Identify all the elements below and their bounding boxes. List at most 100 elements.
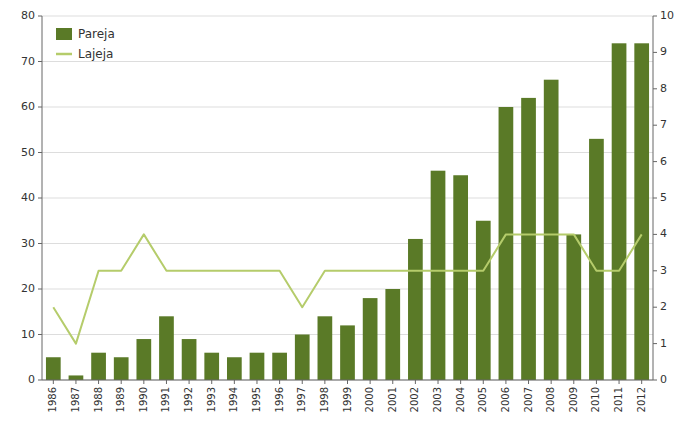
y2-tick bbox=[653, 343, 657, 344]
x-tick bbox=[98, 380, 99, 384]
x-tick bbox=[415, 380, 416, 384]
y2-tick-label: 4 bbox=[660, 227, 667, 240]
bar bbox=[46, 357, 61, 380]
x-tick-label: 1993 bbox=[206, 387, 217, 412]
y-tick bbox=[38, 107, 42, 108]
y2-tick-label: 6 bbox=[660, 155, 667, 168]
y2-tick bbox=[653, 307, 657, 308]
bar bbox=[318, 316, 333, 380]
y-tick-label: 80 bbox=[21, 9, 35, 22]
x-tick bbox=[392, 380, 393, 384]
bar bbox=[295, 335, 310, 381]
y-tick-label: 50 bbox=[21, 146, 35, 159]
y2-tick bbox=[653, 234, 657, 235]
x-tick-label: 2003 bbox=[432, 387, 443, 412]
x-tick-label: 2004 bbox=[455, 387, 466, 412]
y-tick-label: 70 bbox=[21, 55, 35, 68]
y-tick-label: 30 bbox=[21, 237, 35, 250]
x-tick-label: 1998 bbox=[319, 387, 330, 412]
grid-line bbox=[42, 198, 653, 199]
x-tick-label: 1995 bbox=[251, 387, 262, 412]
y2-tick bbox=[653, 16, 657, 17]
grid-line bbox=[42, 107, 653, 108]
x-tick-label: 1996 bbox=[274, 387, 285, 412]
legend-label: Pareja bbox=[78, 27, 115, 41]
x-tick-label: 1999 bbox=[342, 387, 353, 412]
bar bbox=[182, 339, 197, 380]
x-tick bbox=[483, 380, 484, 384]
x-tick bbox=[551, 380, 552, 384]
x-tick bbox=[166, 380, 167, 384]
x-tick bbox=[53, 380, 54, 384]
bar bbox=[431, 171, 446, 380]
y2-tick-label: 2 bbox=[660, 300, 667, 313]
chart: 0102030405060708001234567891019861987198… bbox=[0, 0, 689, 428]
x-tick-label: 2001 bbox=[387, 387, 398, 412]
x-tick bbox=[121, 380, 122, 384]
x-tick bbox=[256, 380, 257, 384]
x-tick-label: 2000 bbox=[364, 387, 375, 412]
marks bbox=[46, 43, 649, 380]
grid-line bbox=[42, 289, 653, 290]
bar bbox=[204, 353, 219, 380]
y-tick bbox=[38, 61, 42, 62]
y-tick bbox=[38, 380, 42, 381]
x-tick bbox=[505, 380, 506, 384]
y2-tick-label: 8 bbox=[660, 82, 667, 95]
x-tick bbox=[438, 380, 439, 384]
grid-line bbox=[42, 16, 653, 17]
x-tick-label: 2009 bbox=[568, 387, 579, 412]
x-tick bbox=[347, 380, 348, 384]
x-tick-label: 2012 bbox=[636, 387, 647, 412]
grid bbox=[42, 16, 653, 380]
x-tick bbox=[460, 380, 461, 384]
grid-line bbox=[42, 61, 653, 62]
y2-tick bbox=[653, 52, 657, 53]
x-tick bbox=[211, 380, 212, 384]
x-tick bbox=[302, 380, 303, 384]
x-tick-label: 1988 bbox=[93, 387, 104, 412]
x-tick bbox=[619, 380, 620, 384]
x-tick-label: 1987 bbox=[70, 387, 81, 412]
bar bbox=[476, 221, 491, 380]
x-tick bbox=[143, 380, 144, 384]
x-tick-label: 1986 bbox=[47, 387, 58, 412]
x-tick-label: 2008 bbox=[545, 387, 556, 412]
y-tick-label: 20 bbox=[21, 282, 35, 295]
legend-swatch bbox=[56, 53, 72, 56]
x-tick bbox=[528, 380, 529, 384]
bar bbox=[634, 43, 649, 380]
y2-tick bbox=[653, 88, 657, 89]
x-tick bbox=[279, 380, 280, 384]
bar bbox=[521, 98, 536, 380]
y-tick-label: 10 bbox=[21, 328, 35, 341]
y-tick bbox=[38, 334, 42, 335]
y2-tick-label: 5 bbox=[660, 191, 667, 204]
bar bbox=[612, 43, 627, 380]
grid-line bbox=[42, 243, 653, 244]
x-tick bbox=[234, 380, 235, 384]
x-tick-label: 2011 bbox=[613, 387, 624, 412]
bar bbox=[544, 80, 559, 380]
bar bbox=[69, 375, 84, 380]
y2-tick bbox=[653, 380, 657, 381]
line bbox=[53, 234, 641, 343]
x-tick bbox=[75, 380, 76, 384]
x-tick-label: 2010 bbox=[590, 387, 601, 412]
y2-tick bbox=[653, 270, 657, 271]
x-tick-label: 2006 bbox=[500, 387, 511, 412]
y2-tick-label: 1 bbox=[660, 337, 667, 350]
x-tick bbox=[641, 380, 642, 384]
bar bbox=[159, 316, 174, 380]
bar bbox=[453, 175, 468, 380]
bar bbox=[272, 353, 287, 380]
bar bbox=[385, 289, 400, 380]
x-tick-label: 1994 bbox=[228, 387, 239, 412]
x-tick-label: 2007 bbox=[523, 387, 534, 412]
y-tick-label: 0 bbox=[28, 373, 35, 386]
axes: 0102030405060708001234567891019861987198… bbox=[21, 9, 674, 412]
x-tick bbox=[324, 380, 325, 384]
y2-tick bbox=[653, 161, 657, 162]
x-tick-label: 1992 bbox=[183, 387, 194, 412]
bar bbox=[340, 325, 355, 380]
